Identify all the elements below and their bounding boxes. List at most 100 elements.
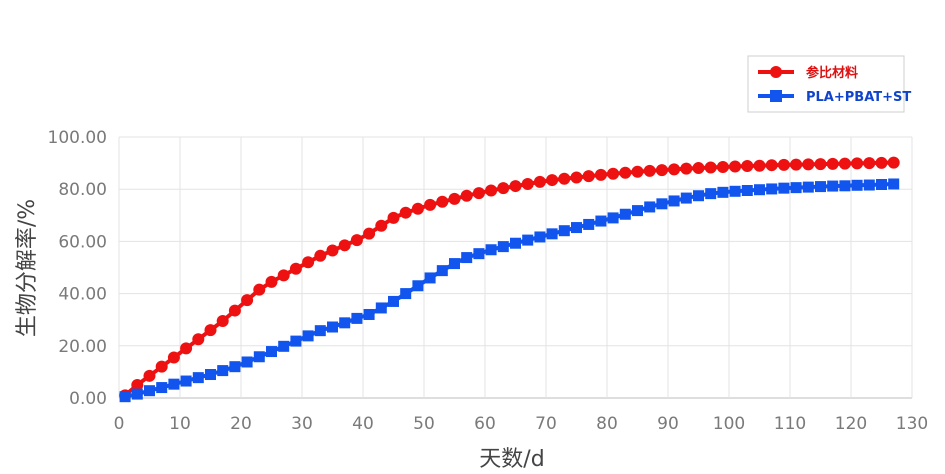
- x-tick-label: 60: [474, 414, 496, 434]
- data-point: [863, 179, 875, 191]
- data-point: [851, 157, 864, 170]
- legend: 参比材料 PLA+PBAT+ST: [747, 55, 911, 113]
- x-axis-ticks: 0 10 20 30 40 50 60 70 80 90 100 110 120 130: [114, 414, 929, 434]
- data-point: [863, 157, 876, 170]
- data-point: [485, 184, 498, 197]
- data-point: [204, 324, 217, 337]
- data-point: [228, 304, 241, 317]
- data-point: [448, 192, 461, 205]
- series-0: [119, 156, 900, 402]
- data-point: [497, 182, 510, 195]
- y-tick-label: 60.00: [58, 232, 107, 252]
- y-tick-label: 20.00: [58, 337, 107, 357]
- data-point: [144, 385, 155, 397]
- data-point: [375, 219, 388, 232]
- data-point: [363, 227, 376, 240]
- data-point: [351, 312, 363, 324]
- data-point: [692, 162, 705, 175]
- legend-marker-sample: [770, 90, 782, 102]
- data-point: [668, 195, 680, 207]
- data-point: [339, 317, 351, 329]
- data-point: [266, 346, 277, 358]
- series-1: [119, 178, 900, 403]
- data-point: [424, 272, 436, 284]
- x-tick-label: 30: [291, 414, 313, 434]
- data-point: [253, 351, 265, 363]
- data-point: [449, 258, 460, 270]
- data-point: [302, 256, 315, 269]
- data-point: [655, 164, 668, 177]
- y-tick-label: 0.00: [69, 389, 107, 409]
- x-axis-label: 天数/d: [479, 447, 544, 472]
- data-point: [143, 369, 156, 382]
- series-layer: [119, 156, 900, 403]
- x-tick-label: 130: [896, 414, 928, 434]
- data-point: [656, 198, 668, 210]
- data-point: [887, 156, 900, 169]
- data-point: [509, 180, 522, 193]
- series-line: [123, 160, 896, 398]
- data-point: [131, 388, 143, 400]
- data-point: [754, 184, 765, 196]
- data-point: [314, 249, 327, 262]
- y-tick-label: 80.00: [58, 180, 107, 200]
- data-point: [876, 179, 887, 191]
- data-point: [534, 231, 546, 243]
- data-point: [412, 280, 424, 292]
- x-tick-label: 110: [774, 414, 806, 434]
- data-point: [802, 181, 814, 193]
- data-point: [729, 160, 742, 173]
- data-point: [716, 161, 729, 174]
- data-point: [570, 171, 583, 184]
- data-point: [289, 262, 302, 275]
- data-point: [326, 244, 339, 257]
- data-point: [851, 179, 863, 191]
- data-point: [399, 206, 412, 219]
- data-point: [741, 159, 754, 172]
- data-point: [790, 182, 802, 194]
- x-tick-label: 40: [352, 414, 374, 434]
- data-point: [582, 170, 595, 183]
- data-point: [497, 241, 509, 253]
- data-point: [436, 195, 449, 208]
- grid-lines: [118, 136, 913, 399]
- data-point: [631, 165, 644, 178]
- data-point: [778, 182, 790, 194]
- data-point: [119, 391, 131, 403]
- data-point: [777, 158, 790, 171]
- data-point: [717, 186, 729, 198]
- data-point: [875, 156, 888, 169]
- data-point: [558, 225, 570, 237]
- data-point: [192, 372, 204, 384]
- data-point: [278, 340, 290, 352]
- data-point: [327, 321, 338, 333]
- series-line: [123, 182, 896, 399]
- x-tick-label: 50: [413, 414, 435, 434]
- data-point: [766, 183, 778, 195]
- data-point: [217, 365, 229, 377]
- data-point: [460, 189, 473, 202]
- data-point: [595, 215, 607, 227]
- data-point: [131, 378, 144, 391]
- data-point: [388, 295, 399, 307]
- data-point: [338, 239, 351, 252]
- x-tick-label: 100: [713, 414, 745, 434]
- data-point: [838, 157, 851, 170]
- x-tick-label: 10: [169, 414, 191, 434]
- data-point: [192, 333, 205, 346]
- data-point: [473, 248, 485, 260]
- data-point: [424, 198, 437, 211]
- data-point: [827, 180, 839, 192]
- data-point: [155, 360, 168, 373]
- data-point: [205, 369, 216, 381]
- data-point: [839, 180, 851, 192]
- data-point: [510, 237, 521, 249]
- data-point: [533, 175, 546, 188]
- data-point: [216, 315, 229, 328]
- x-tick-label: 0: [114, 414, 125, 434]
- data-point: [571, 222, 582, 234]
- data-point: [350, 234, 363, 247]
- data-point: [241, 356, 253, 368]
- y-axis-label: 生物分解率/%: [15, 199, 40, 337]
